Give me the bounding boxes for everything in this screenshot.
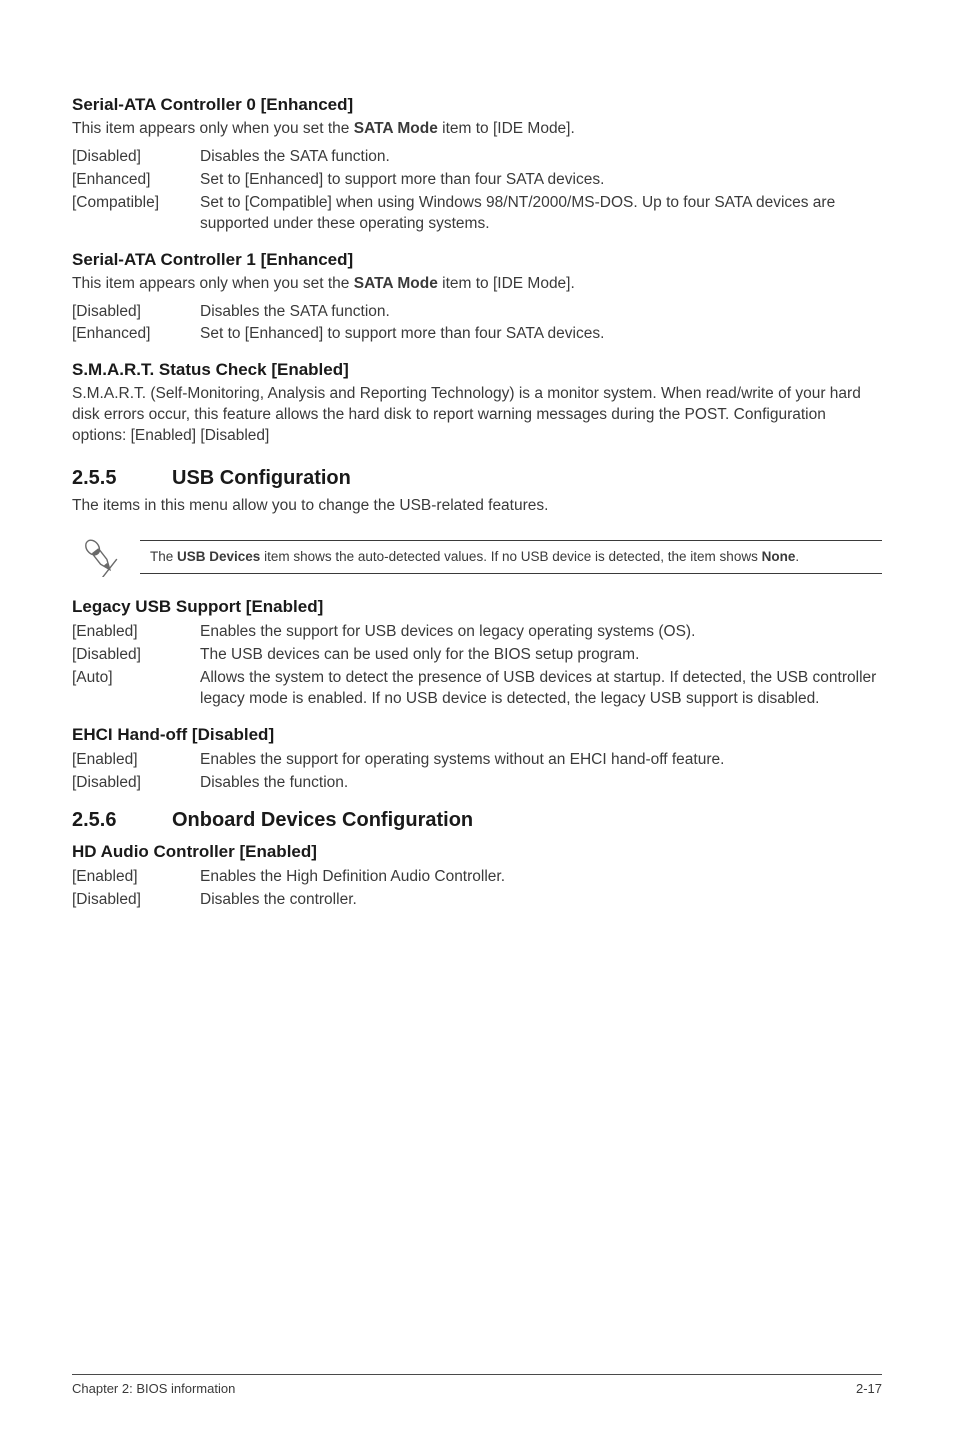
intro-pre: This item appears only when you set the [72,120,354,137]
footer-left: Chapter 2: BIOS information [72,1381,235,1396]
def-key: [Disabled] [72,644,200,667]
note-post: . [795,549,799,564]
def-key: [Disabled] [72,889,200,912]
def-val: Set to [Compatible] when using Windows 9… [200,192,882,236]
table-row: [Enabled]Enables the support for operati… [72,749,882,772]
table-serial-ata-0: [Disabled]Disables the SATA function. [E… [72,146,882,236]
note-bold: USB Devices [177,549,260,564]
heading-smart: S.M.A.R.T. Status Check [Enabled] [72,360,882,380]
table-row: [Auto]Allows the system to detect the pr… [72,667,882,711]
note-pre: The [150,549,177,564]
note-text: The USB Devices item shows the auto-dete… [140,540,882,574]
table-row: [Compatible]Set to [Compatible] when usi… [72,192,882,236]
table-ehci: [Enabled]Enables the support for operati… [72,749,882,795]
table-row: [Disabled]Disables the function. [72,772,882,795]
paragraph-usb-config: The items in this menu allow you to chan… [72,496,882,517]
def-val: Enables the High Definition Audio Contro… [200,866,882,889]
def-key: [Disabled] [72,301,200,324]
table-row: [Enhanced]Set to [Enhanced] to support m… [72,323,882,346]
table-legacy-usb: [Enabled]Enables the support for USB dev… [72,621,882,711]
def-val: Allows the system to detect the presence… [200,667,882,711]
def-key: [Enabled] [72,621,200,644]
section-legacy-usb: Legacy USB Support [Enabled] [Enabled]En… [72,597,882,711]
def-key: [Enabled] [72,749,200,772]
heading-onboard-devices: 2.5.6 Onboard Devices Configuration [72,809,882,832]
def-val: Enables the support for operating system… [200,749,882,772]
def-val: The USB devices can be used only for the… [200,644,882,667]
def-val: Set to [Enhanced] to support more than f… [200,323,882,346]
heading-title: USB Configuration [172,467,351,490]
heading-serial-ata-0: Serial-ATA Controller 0 [Enhanced] [72,95,882,115]
table-serial-ata-1: [Disabled]Disables the SATA function. [E… [72,301,882,347]
table-row: [Disabled]The USB devices can be used on… [72,644,882,667]
table-row: [Disabled]Disables the SATA function. [72,301,882,324]
def-key: [Auto] [72,667,200,711]
heading-hd-audio: HD Audio Controller [Enabled] [72,842,882,862]
intro-pre: This item appears only when you set the [72,275,354,292]
intro-post: item to [IDE Mode]. [438,275,575,292]
def-val: Disables the controller. [200,889,882,912]
def-val: Disables the SATA function. [200,301,882,324]
heading-usb-config: 2.5.5 USB Configuration [72,467,882,490]
section-smart: S.M.A.R.T. Status Check [Enabled] S.M.A.… [72,360,882,447]
page-footer: Chapter 2: BIOS information 2-17 [72,1374,882,1396]
table-row: [Disabled]Disables the controller. [72,889,882,912]
def-val: Disables the function. [200,772,882,795]
table-row: [Enabled]Enables the High Definition Aud… [72,866,882,889]
paragraph-smart: S.M.A.R.T. (Self-Monitoring, Analysis an… [72,384,882,447]
def-val: Set to [Enhanced] to support more than f… [200,169,882,192]
def-key: [Enhanced] [72,323,200,346]
intro-post: item to [IDE Mode]. [438,120,575,137]
intro-serial-ata-0: This item appears only when you set the … [72,119,882,140]
def-key: [Disabled] [72,772,200,795]
heading-legacy-usb: Legacy USB Support [Enabled] [72,597,882,617]
section-ehci: EHCI Hand-off [Disabled] [Enabled]Enable… [72,725,882,795]
def-val: Disables the SATA function. [200,146,882,169]
note-bold: None [762,549,796,564]
def-key: [Compatible] [72,192,200,236]
heading-number: 2.5.5 [72,467,172,490]
table-row: [Enhanced]Set to [Enhanced] to support m… [72,169,882,192]
note-usb-devices: The USB Devices item shows the auto-dete… [72,535,882,579]
def-key: [Disabled] [72,146,200,169]
note-mid: item shows the auto-detected values. If … [260,549,761,564]
section-hd-audio: HD Audio Controller [Enabled] [Enabled]E… [72,842,882,912]
def-key: [Enhanced] [72,169,200,192]
intro-serial-ata-1: This item appears only when you set the … [72,274,882,295]
def-val: Enables the support for USB devices on l… [200,621,882,644]
heading-serial-ata-1: Serial-ATA Controller 1 [Enhanced] [72,250,882,270]
section-serial-ata-0: Serial-ATA Controller 0 [Enhanced] This … [72,95,882,236]
def-key: [Enabled] [72,866,200,889]
table-row: [Enabled]Enables the support for USB dev… [72,621,882,644]
heading-ehci: EHCI Hand-off [Disabled] [72,725,882,745]
pencil-icon [76,535,140,579]
section-serial-ata-1: Serial-ATA Controller 1 [Enhanced] This … [72,250,882,347]
table-row: [Disabled]Disables the SATA function. [72,146,882,169]
heading-number: 2.5.6 [72,809,172,832]
heading-title: Onboard Devices Configuration [172,809,473,832]
intro-bold: SATA Mode [354,120,438,137]
table-hd-audio: [Enabled]Enables the High Definition Aud… [72,866,882,912]
intro-bold: SATA Mode [354,275,438,292]
footer-right: 2-17 [856,1381,882,1396]
